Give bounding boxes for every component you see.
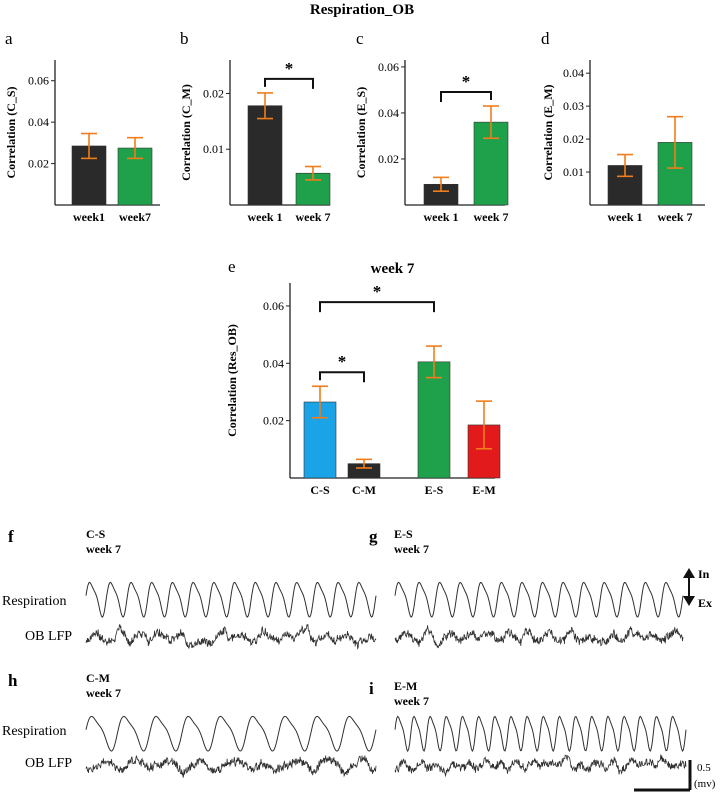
bar-week 1 (247, 105, 283, 206)
significance-bracket (319, 301, 435, 313)
significance-star: * (338, 352, 347, 371)
y-tick-label: 0.02 (28, 157, 49, 171)
lfp-trace (394, 625, 684, 649)
trace-week-label: week 7 (394, 694, 429, 708)
category-label: week 1 (608, 210, 643, 224)
category-label: week1 (73, 210, 105, 224)
inhale-exhale-arrow-icon (683, 568, 695, 606)
y-tick-label: 0.01 (203, 142, 224, 156)
y-tick-label: 0.02 (563, 132, 584, 146)
y-tick-label: 0.06 (263, 299, 284, 313)
category-label: week 7 (296, 210, 331, 224)
panel-label: d (541, 29, 550, 48)
scale-bar (634, 760, 692, 792)
category-label: week 7 (658, 210, 693, 224)
panel-label: f (8, 527, 14, 546)
panel-label: a (5, 29, 13, 48)
category-label: week 7 (474, 210, 509, 224)
y-tick-label: 0.02 (263, 414, 284, 428)
significance-star: * (285, 59, 294, 78)
y-tick-label: 0.06 (28, 74, 49, 88)
scale-bar-value: 0.5 (697, 762, 711, 774)
trace-group-label: C-S (86, 527, 106, 541)
y-tick-label: 0.04 (563, 66, 584, 80)
exhale-label: Ex (698, 596, 712, 610)
panel-label: b (180, 29, 189, 48)
panel-label: h (8, 671, 18, 690)
y-tick-label: 0.02 (378, 152, 399, 166)
significance-bracket (264, 77, 314, 89)
figure-title: Respiration_OB (310, 2, 414, 18)
trace-week-label: week 7 (86, 542, 121, 556)
significance-bracket (440, 91, 492, 103)
panel-label: c (356, 29, 364, 48)
y-tick-label: 0.01 (563, 165, 584, 179)
significance-star: * (462, 72, 471, 91)
category-label: C-S (310, 483, 330, 497)
respiration-trace (394, 715, 687, 753)
lfp-label-f: OB LFP (25, 629, 72, 644)
trace-group-label: E-M (394, 679, 417, 693)
respiration-label-f: Respiration (2, 594, 67, 609)
respiration-trace (85, 715, 377, 752)
respiration-label-h: Respiration (2, 724, 67, 739)
category-label: E-M (472, 483, 495, 497)
bar-E-S (417, 361, 451, 479)
category-label: week 1 (424, 210, 459, 224)
panel-label: e (228, 257, 236, 276)
y-axis-label: Correlation (E_M) (541, 84, 555, 180)
respiration-trace (394, 581, 684, 618)
trace-group-label: E-S (394, 527, 413, 541)
panel-e: e week 7 0.02 0.04 0.06 Correlation (Res_OB) C… (225, 257, 501, 497)
trace-week-label: week 7 (394, 542, 429, 556)
respiration-trace (85, 581, 377, 618)
panel-b: b 0.01 0.02 Correlation (C_M)week 1 week 7 * (179, 29, 331, 224)
category-label: E-S (425, 483, 444, 497)
panel-c: c 0.02 0.04 0.06 Correlation (E_S)week 1 week… (354, 29, 509, 224)
panel-a: a 0.02 0.04 0.06 Correlation (C_S) week1 week7 (4, 29, 160, 224)
panel-d: d 0.01 0.02 0.03 0.04 Correlation (E_M)week 1… (541, 29, 705, 224)
category-label: week 1 (248, 210, 283, 224)
lfp-trace (394, 754, 687, 778)
lfp-trace (85, 754, 377, 778)
category-label: C-M (352, 483, 376, 497)
y-tick-label: 0.04 (263, 356, 284, 370)
panel-label: i (369, 679, 374, 698)
panel-label: g (369, 527, 378, 546)
lfp-label-h: OB LFP (25, 756, 72, 771)
y-axis-label: Correlation (E_S) (354, 87, 368, 178)
y-axis-label: Correlation (C_M) (179, 84, 193, 181)
lfp-trace (85, 623, 377, 650)
inhale-label: In (698, 567, 710, 581)
scale-bar-unit: (mv) (694, 778, 716, 790)
category-label: week7 (119, 210, 151, 224)
y-tick-label: 0.04 (378, 106, 399, 120)
y-tick-label: 0.02 (203, 86, 224, 100)
y-axis-label: Correlation (Res_OB) (225, 324, 239, 437)
trace-group-label: C-M (86, 671, 110, 685)
bar-chart-panels: a 0.02 0.04 0.06 Correlation (C_S) week1 week7… (4, 29, 705, 497)
y-tick-label: 0.06 (378, 60, 399, 74)
significance-star: * (373, 282, 382, 301)
significance-bracket (319, 371, 365, 383)
y-axis-label: Correlation (C_S) (4, 86, 18, 178)
panel-title: week 7 (371, 261, 415, 277)
trace-week-label: week 7 (86, 686, 121, 700)
y-tick-label: 0.03 (563, 99, 584, 113)
y-tick-label: 0.04 (28, 115, 49, 129)
